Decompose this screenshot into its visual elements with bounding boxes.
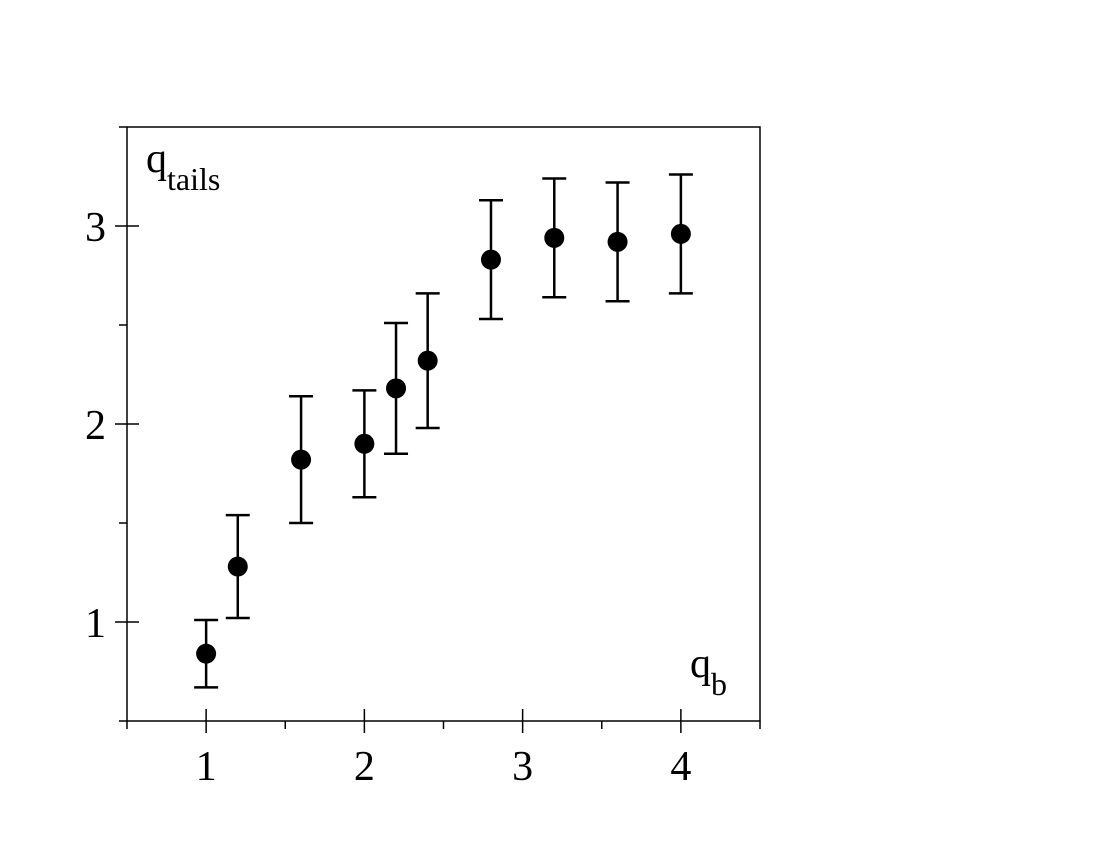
point [607,231,628,252]
point [354,433,375,454]
y-axis-label: qtails [146,136,220,197]
point [417,350,438,371]
point [227,556,248,577]
y-tick-label: 1 [85,601,106,647]
point [196,643,217,664]
point [291,449,312,470]
x-tick-label: 3 [512,744,533,790]
point [670,223,691,244]
y-label-sub: tails [167,161,220,197]
y-label-main: q [146,136,167,182]
x-tick-label: 1 [196,744,217,790]
y-tick-label: 3 [85,205,106,251]
x-tick-label: 2 [354,744,375,790]
point [544,227,565,248]
x-label-main: q [690,641,711,687]
point [480,249,501,270]
y-tick-label: 2 [85,403,106,449]
plot-frame [126,126,761,722]
x-tick-label: 4 [670,744,691,790]
x-axis-label: qb [690,641,727,702]
x-label-sub: b [711,666,727,702]
point [386,378,407,399]
